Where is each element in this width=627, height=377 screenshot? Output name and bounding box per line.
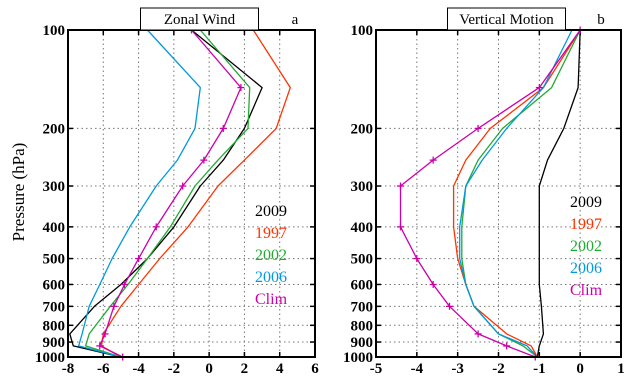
legend-entry-2002: 2002 [255,247,287,264]
legend-entry-1997: 1997 [570,216,602,233]
series-marker-Clim [429,156,437,164]
x-tick-label: 1 [617,361,625,377]
series-marker-Clim [413,255,421,263]
series-marker-Clim [237,84,245,92]
series-marker-Clim [152,223,160,231]
y-tick-label: 800 [43,318,66,334]
series-line-2006 [77,29,201,358]
series-marker-Clim [200,156,208,164]
legend-entry-Clim: Clim [570,282,603,299]
x-tick-label: -4 [132,361,145,377]
y-axis-label: Pressure (hPa) [9,143,28,242]
x-tick-label: -4 [411,361,424,377]
y-tick-label: 200 [43,121,66,137]
chart-title: Vertical Motion [459,12,554,28]
y-tick-label: 800 [351,318,374,334]
y-tick-label: 700 [351,299,374,315]
y-tick-label: 900 [351,335,374,351]
series-line-2006 [459,29,573,358]
x-tick-label: 0 [205,361,213,377]
x-tick-label: 6 [311,361,319,377]
legend-entry-2006: 2006 [570,260,602,277]
x-tick-label: -2 [168,361,181,377]
legend-entry-Clim: Clim [255,291,288,308]
series-marker-Clim [96,342,104,350]
series-marker-Clim [397,223,404,231]
series-line-Clim [399,29,581,358]
y-tick-label: 900 [43,335,66,351]
chart-title: Zonal Wind [164,12,236,28]
series-marker-Clim [429,280,437,288]
y-tick-label: 400 [351,220,374,236]
series-marker-Clim [179,182,187,190]
x-tick-label: -2 [492,361,505,377]
series-line-1997 [100,29,291,358]
series-marker-Clim [135,255,143,263]
series-marker-Clim [110,302,118,310]
series-marker-Clim [474,330,482,338]
x-tick-label: 0 [576,361,584,377]
x-tick-label: -1 [533,361,546,377]
series-marker-Clim [120,280,128,288]
y-tick-label: 100 [43,23,66,39]
series-line-2002 [84,29,251,358]
y-tick-label: 1000 [343,350,373,366]
legend-entry-2009: 2009 [255,203,287,220]
series-line-2009 [69,29,263,358]
x-tick-label: -6 [97,361,110,377]
y-tick-label: 300 [351,179,374,195]
x-tick-label: 4 [276,361,284,377]
series-marker-Clim [101,330,109,338]
title-box [447,7,566,31]
y-tick-label: 500 [351,252,374,268]
y-tick-label: 700 [43,299,66,315]
series-line-1997 [452,29,581,358]
legend-entry-1997: 1997 [255,225,287,242]
x-tick-label: -8 [62,361,75,377]
x-tick-label: -3 [451,361,464,377]
y-tick-label: 100 [351,23,374,39]
legend-entry-2009: 2009 [570,194,602,211]
series-marker-Clim [474,124,482,132]
y-tick-label: 500 [43,252,66,268]
y-tick-label: 1000 [35,350,65,366]
title-box [140,7,259,31]
legend-entry-2002: 2002 [570,238,602,255]
zonal-wind-panel: -8 -6 -4 -2 0 2 4 61002003004005006007008009001… [35,7,319,377]
y-tick-label: 300 [43,179,66,195]
y-tick-label: 200 [351,121,374,137]
series-line-2002 [461,29,581,358]
x-tick-label: -5 [370,361,383,377]
y-tick-label: 600 [351,277,374,293]
x-tick-label: 2 [241,361,249,377]
series-marker-Clim [503,342,511,350]
legend-entry-2006: 2006 [255,269,287,286]
panel-label: a [292,12,299,28]
series-marker-Clim [219,124,227,132]
series-line-2009 [536,29,581,358]
series-marker-Clim [535,84,543,92]
y-tick-label: 400 [43,220,66,236]
y-tick-label: 600 [43,277,66,293]
series-marker-Clim [446,302,453,310]
panel-label: b [597,12,605,28]
series-line-Clim [99,29,242,358]
series-marker-Clim [397,182,404,190]
vertical-motion-panel: -5 -4 -3 -2 -1 0 11002003004005006007008009001… [343,7,625,377]
